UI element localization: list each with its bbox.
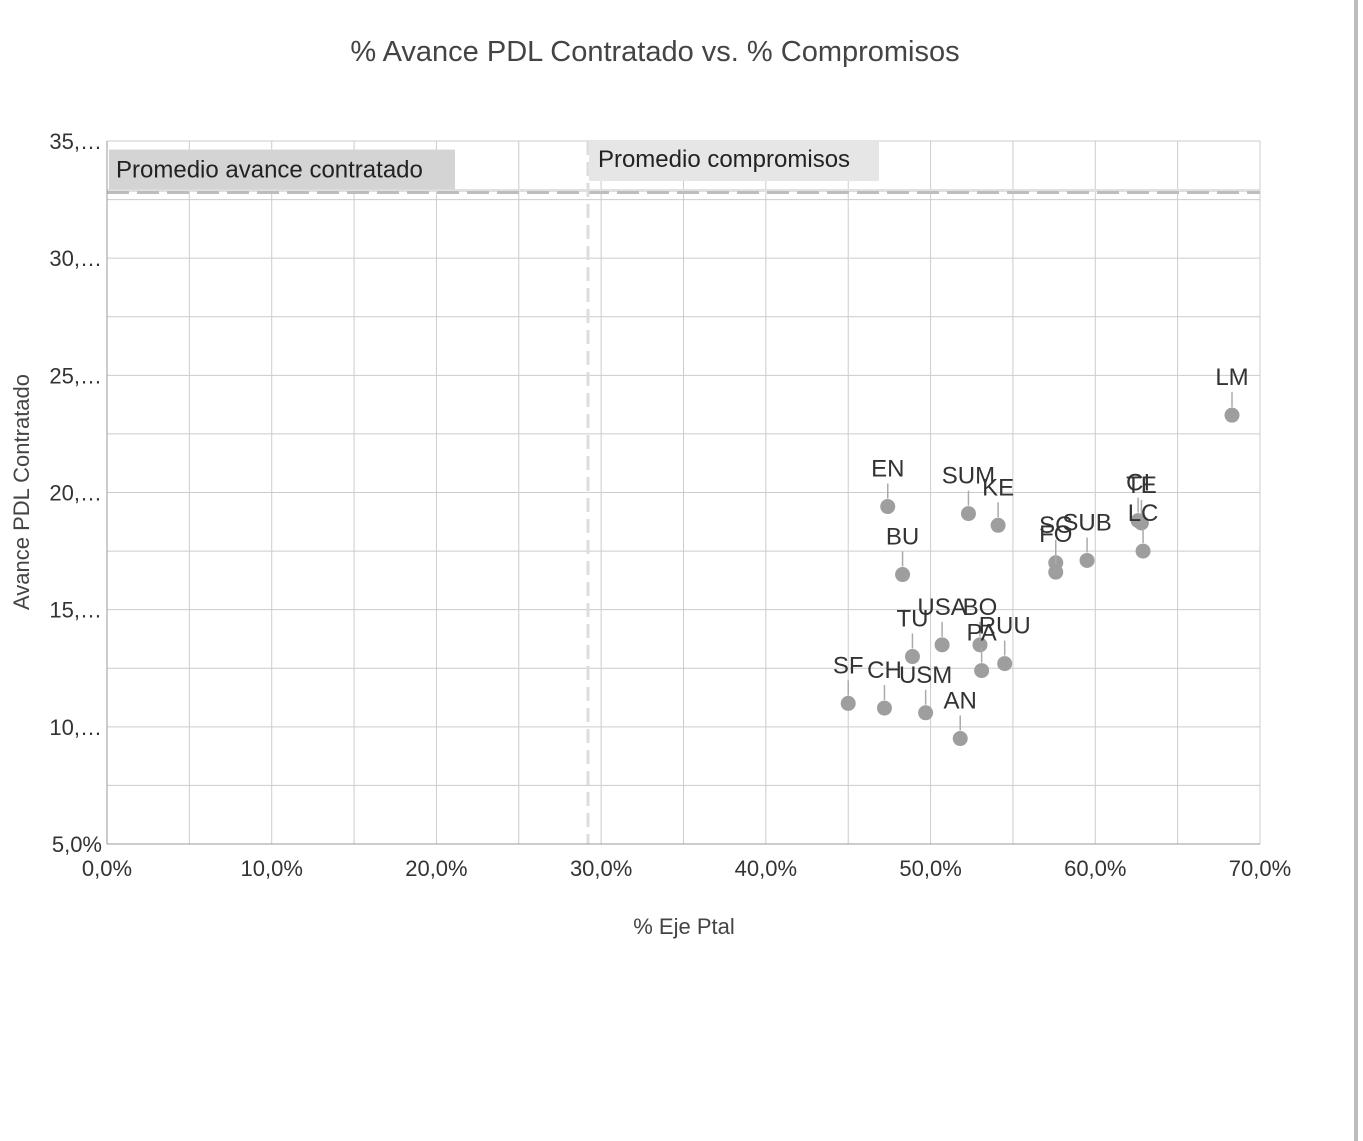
- data-label: USA: [917, 594, 966, 621]
- reference-label-box: [109, 149, 455, 190]
- data-label: RUU: [979, 613, 1031, 640]
- x-tick-label: 60,0%: [1064, 856, 1126, 881]
- scatter-plot: Promedio avance contratado Promedio compr…: [49, 129, 1291, 881]
- data-label: KE: [982, 474, 1014, 501]
- y-tick-label: 30,…: [49, 246, 102, 271]
- data-label: USM: [899, 662, 952, 689]
- data-point: [952, 731, 968, 747]
- data-label: CI: [1126, 470, 1150, 497]
- data-label: AN: [944, 688, 977, 715]
- data-point: [1048, 564, 1064, 580]
- data-point: [918, 705, 934, 721]
- data-point: [904, 649, 920, 665]
- data-point: [934, 637, 950, 653]
- data-point: [960, 506, 976, 522]
- reference-label-avance: Promedio avance contratado: [116, 157, 423, 184]
- y-tick-label: 10,…: [49, 715, 102, 740]
- data-point: [895, 567, 911, 583]
- axes: 0,0% 10,0% 20,0% 30,0% 40,0% 50,0% 60,0% 70,0% 5…: [49, 129, 1291, 881]
- y-tick-label: 25,…: [49, 363, 102, 388]
- data-label: PA: [967, 620, 997, 647]
- reference-label-box: [588, 141, 879, 181]
- grid-lines: [106, 140, 1261, 845]
- data-label: FO: [1039, 521, 1072, 548]
- data-label: LC: [1128, 500, 1159, 527]
- x-tick-label: 0,0%: [82, 856, 132, 881]
- data-label: SUM: [942, 463, 995, 490]
- data-point: [1079, 552, 1095, 568]
- y-tick-label: 5,0%: [52, 832, 102, 857]
- data-label: SC: [1039, 512, 1072, 539]
- x-tick-label: 10,0%: [241, 856, 303, 881]
- scrollbar-thumb[interactable]: [1354, 0, 1358, 1141]
- scrollbar-track[interactable]: [1352, 0, 1363, 1141]
- data-point: [880, 499, 896, 515]
- reference-label-compromisos: Promedio compromisos: [598, 146, 850, 173]
- data-point: [840, 695, 856, 711]
- x-tick-label: 40,0%: [735, 856, 797, 881]
- data-point: [974, 663, 990, 679]
- data-label: SF: [833, 652, 864, 679]
- reference-lines: Promedio avance contratado Promedio compr…: [107, 141, 1260, 844]
- data-label: BO: [963, 594, 998, 621]
- data-label: TU: [896, 606, 928, 633]
- y-tick-label: 20,…: [49, 481, 102, 506]
- data-label: CH: [867, 657, 902, 684]
- x-axis-title: % Eje Ptal: [633, 914, 735, 939]
- y-tick-label: 35,…: [49, 129, 102, 154]
- data-point: [997, 656, 1013, 672]
- data-point: [990, 517, 1006, 533]
- data-label: SUB: [1062, 509, 1111, 536]
- data-point: [876, 700, 892, 716]
- x-tick-label: 70,0%: [1229, 856, 1291, 881]
- x-tick-label: 30,0%: [570, 856, 632, 881]
- chart-title: % Avance PDL Contratado vs. % Compromiso…: [350, 36, 960, 68]
- data-label: BU: [886, 524, 919, 551]
- data-label: LM: [1215, 364, 1248, 391]
- data-label: EN: [871, 456, 904, 483]
- x-tick-label: 20,0%: [405, 856, 467, 881]
- data-point: [972, 637, 988, 653]
- y-tick-label: 15,…: [49, 598, 102, 623]
- data-point: [1135, 543, 1151, 559]
- data-label: TE: [1126, 472, 1157, 499]
- data-point: [1133, 515, 1149, 531]
- x-tick-label: 50,0%: [899, 856, 961, 881]
- data-point: [1224, 407, 1240, 423]
